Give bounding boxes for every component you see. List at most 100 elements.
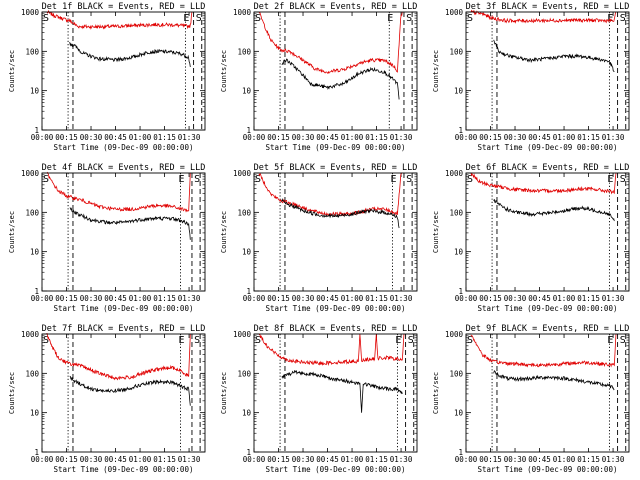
x-tick-label: 00:45	[316, 133, 339, 142]
marker-label: S	[43, 335, 49, 346]
x-axis-label: Start Time (09-Dec-09 00:00:00)	[54, 143, 194, 152]
x-tick-label: 01:15	[577, 455, 600, 464]
plot-frame	[41, 11, 206, 131]
series-line-lld	[46, 9, 193, 30]
x-tick-label: 01:15	[153, 133, 176, 142]
marker-label: S	[620, 174, 626, 185]
x-axis-label: Start Time (09-Dec-09 00:00:00)	[266, 143, 406, 152]
x-tick-label: 01:30	[390, 455, 413, 464]
y-tick-label: 10	[242, 409, 252, 418]
x-tick-label: 00:45	[104, 133, 127, 142]
x-tick-label: 00:00	[243, 294, 266, 303]
marker-label: S	[467, 335, 473, 346]
marker-label: S	[467, 13, 473, 24]
marker-label: S	[406, 13, 412, 24]
x-tick-label: 00:00	[31, 294, 54, 303]
y-axis-label: Counts/sec	[220, 50, 228, 92]
panel-6: Det 6f BLACK = Events, RED = LLD Counts/s…	[432, 163, 630, 313]
panel-title: Det 1f BLACK = Events, RED = LLD	[42, 2, 206, 12]
series-line-lld	[470, 172, 617, 195]
x-tick-label: 00:30	[292, 294, 315, 303]
y-tick-label: 1	[34, 448, 39, 457]
series-line-events	[493, 39, 615, 73]
marker-label: S	[194, 335, 200, 346]
y-axis-label: Counts/sec	[432, 211, 440, 253]
x-tick-label: 01:15	[577, 294, 600, 303]
x-tick-label: 00:15	[267, 133, 290, 142]
x-tick-label: 01:00	[129, 133, 152, 142]
x-tick-label: 00:45	[528, 133, 551, 142]
y-tick-label: 100	[25, 369, 39, 378]
x-tick-label: 01:30	[390, 294, 413, 303]
y-tick-label: 100	[449, 369, 463, 378]
y-tick-label: 10	[242, 87, 252, 96]
y-axis-label: Counts/sec	[220, 211, 228, 253]
series-line-lld	[258, 172, 403, 217]
x-tick-label: 01:00	[553, 455, 576, 464]
x-tick-label: 00:30	[504, 455, 527, 464]
y-axis-label: Counts/sec	[432, 372, 440, 414]
x-tick-label: 01:00	[553, 294, 576, 303]
y-tick-label: 100	[25, 47, 39, 56]
panel-2: Det 2f BLACK = Events, RED = LLD Counts/s…	[220, 2, 418, 152]
y-tick-label: 100	[449, 208, 463, 217]
x-tick-label: 00:15	[479, 133, 502, 142]
x-tick-label: 00:00	[243, 455, 266, 464]
x-tick-label: 01:00	[553, 133, 576, 142]
series-line-events	[493, 199, 615, 222]
x-tick-label: 00:45	[104, 455, 127, 464]
plot-frame	[253, 11, 418, 131]
marker-label: S	[255, 174, 261, 185]
x-axis-label: Start Time (09-Dec-09 00:00:00)	[266, 465, 406, 474]
marker-label: E	[395, 335, 401, 346]
series-line-lld	[46, 332, 191, 381]
panel-4: Det 4f BLACK = Events, RED = LLD Counts/s…	[8, 163, 206, 313]
x-tick-label: 00:00	[455, 294, 478, 303]
y-tick-label: 100	[237, 208, 251, 217]
x-axis-label: Start Time (09-Dec-09 00:00:00)	[478, 143, 618, 152]
series-line-events	[69, 207, 191, 240]
marker-label: S	[194, 174, 200, 185]
panel-title: Det 8f BLACK = Events, RED = LLD	[254, 324, 418, 334]
series-line-events	[69, 42, 191, 68]
y-tick-label: 1000	[233, 169, 252, 178]
y-tick-label: 1000	[445, 169, 464, 178]
marker-label: E	[607, 13, 613, 24]
y-tick-label: 10	[30, 248, 40, 257]
x-tick-label: 00:30	[504, 133, 527, 142]
y-tick-label: 1000	[21, 169, 40, 178]
x-tick-label: 00:15	[267, 294, 290, 303]
x-tick-label: 00:45	[528, 294, 551, 303]
y-tick-label: 100	[449, 47, 463, 56]
x-tick-label: 00:45	[316, 294, 339, 303]
marker-label: S	[196, 13, 202, 24]
plot-frame	[253, 172, 418, 292]
x-tick-label: 00:45	[528, 455, 551, 464]
x-axis-label: Start Time (09-Dec-09 00:00:00)	[478, 304, 618, 313]
x-tick-label: 01:30	[602, 455, 625, 464]
marker-label: E	[179, 174, 185, 185]
x-tick-label: 01:30	[178, 133, 201, 142]
panel-title: Det 2f BLACK = Events, RED = LLD	[254, 2, 418, 12]
marker-label: E	[607, 174, 613, 185]
x-tick-label: 01:00	[341, 455, 364, 464]
panel-1: Det 1f BLACK = Events, RED = LLD Counts/s…	[8, 2, 206, 152]
x-tick-label: 01:00	[129, 294, 152, 303]
plot-frame	[41, 172, 206, 292]
y-tick-label: 10	[454, 87, 464, 96]
panel-title: Det 9f BLACK = Events, RED = LLD	[466, 324, 630, 334]
panel-title: Det 6f BLACK = Events, RED = LLD	[466, 163, 630, 173]
panel-7: Det 7f BLACK = Events, RED = LLD Counts/s…	[8, 324, 206, 474]
x-tick-label: 01:30	[602, 294, 625, 303]
y-tick-label: 1	[458, 448, 463, 457]
x-tick-label: 00:30	[80, 133, 103, 142]
panel-8: Det 8f BLACK = Events, RED = LLD Counts/s…	[220, 324, 418, 474]
y-axis-label: Counts/sec	[432, 50, 440, 92]
y-tick-label: 10	[30, 87, 40, 96]
panel-9: Det 9f BLACK = Events, RED = LLD Counts/s…	[432, 324, 630, 474]
x-axis-label: Start Time (09-Dec-09 00:00:00)	[54, 465, 194, 474]
marker-label: S	[620, 335, 626, 346]
y-tick-label: 10	[30, 409, 40, 418]
x-tick-label: 01:30	[178, 455, 201, 464]
